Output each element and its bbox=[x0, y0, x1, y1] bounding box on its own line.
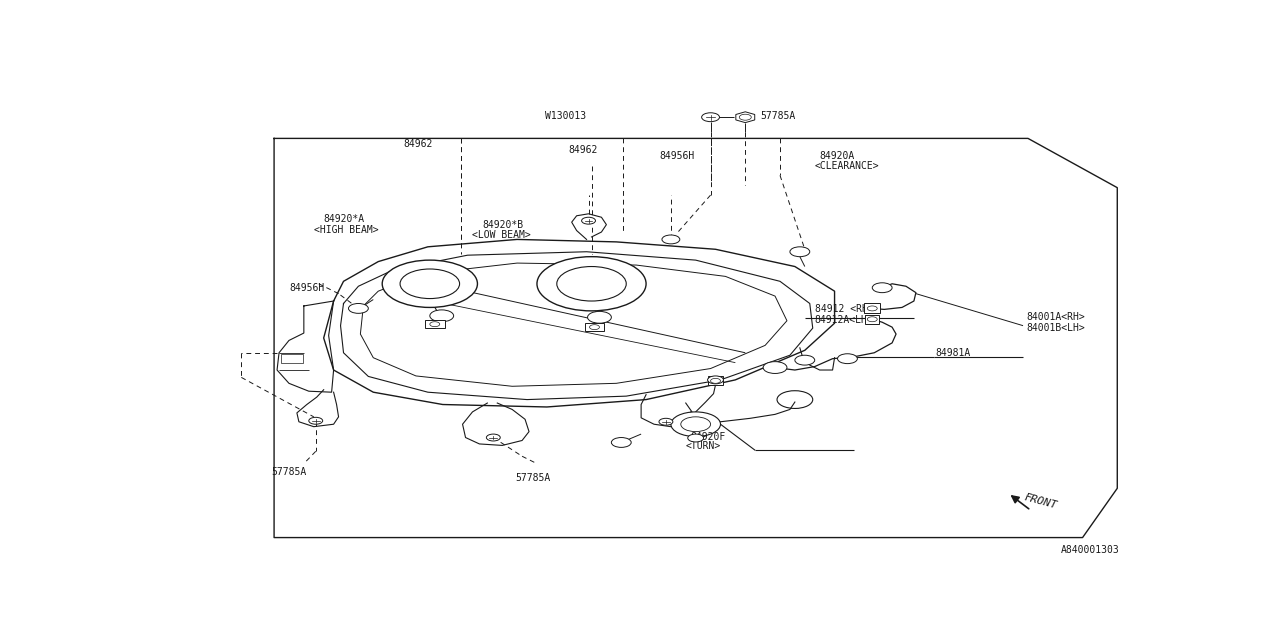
Circle shape bbox=[708, 376, 723, 384]
Text: 84001B<LH>: 84001B<LH> bbox=[1027, 323, 1084, 333]
Circle shape bbox=[659, 419, 673, 425]
Circle shape bbox=[383, 260, 477, 307]
Text: 84912A<LH>: 84912A<LH> bbox=[815, 315, 873, 324]
Circle shape bbox=[790, 247, 810, 257]
Circle shape bbox=[837, 354, 858, 364]
Circle shape bbox=[681, 417, 710, 431]
Circle shape bbox=[687, 434, 704, 442]
Text: W130013: W130013 bbox=[545, 111, 586, 121]
Circle shape bbox=[701, 113, 719, 122]
FancyBboxPatch shape bbox=[585, 323, 604, 331]
FancyBboxPatch shape bbox=[708, 376, 723, 385]
FancyBboxPatch shape bbox=[282, 354, 303, 363]
Text: 84920A: 84920A bbox=[819, 150, 855, 161]
Circle shape bbox=[486, 434, 500, 441]
Circle shape bbox=[868, 306, 877, 311]
Circle shape bbox=[430, 322, 440, 326]
Text: <TURN>: <TURN> bbox=[686, 442, 721, 451]
Circle shape bbox=[590, 324, 599, 330]
Text: 84956H: 84956H bbox=[289, 283, 324, 292]
Circle shape bbox=[868, 317, 877, 322]
Circle shape bbox=[430, 310, 453, 322]
Text: 84962: 84962 bbox=[403, 140, 433, 149]
Circle shape bbox=[538, 257, 646, 311]
Circle shape bbox=[777, 390, 813, 408]
Polygon shape bbox=[736, 112, 755, 123]
Circle shape bbox=[740, 114, 751, 120]
Text: 57785A: 57785A bbox=[760, 111, 795, 121]
Text: 57785A: 57785A bbox=[515, 474, 550, 483]
Circle shape bbox=[763, 362, 787, 374]
Text: 84001A<RH>: 84001A<RH> bbox=[1027, 312, 1084, 323]
FancyBboxPatch shape bbox=[425, 321, 444, 328]
Circle shape bbox=[612, 438, 631, 447]
Text: <CLEARANCE>: <CLEARANCE> bbox=[815, 161, 879, 172]
Circle shape bbox=[557, 266, 626, 301]
Text: 84920F: 84920F bbox=[691, 431, 726, 442]
Text: A840001303: A840001303 bbox=[1061, 545, 1119, 555]
Text: 84920*B: 84920*B bbox=[483, 220, 524, 230]
Circle shape bbox=[795, 355, 815, 365]
FancyBboxPatch shape bbox=[865, 315, 879, 324]
Text: 84962: 84962 bbox=[568, 145, 598, 155]
Circle shape bbox=[401, 269, 460, 298]
Circle shape bbox=[581, 217, 595, 224]
Circle shape bbox=[671, 412, 721, 436]
Text: FRONT: FRONT bbox=[1023, 492, 1059, 511]
Circle shape bbox=[308, 417, 323, 424]
Circle shape bbox=[872, 283, 892, 292]
Text: <LOW BEAM>: <LOW BEAM> bbox=[472, 230, 531, 241]
Circle shape bbox=[348, 303, 369, 314]
Circle shape bbox=[662, 235, 680, 244]
Text: 84981A: 84981A bbox=[936, 348, 972, 358]
Text: 84920*A: 84920*A bbox=[324, 214, 365, 224]
Text: <HIGH BEAM>: <HIGH BEAM> bbox=[314, 225, 379, 235]
Text: 84912 <RH>: 84912 <RH> bbox=[815, 305, 873, 314]
Circle shape bbox=[588, 312, 612, 323]
Text: 57785A: 57785A bbox=[271, 467, 306, 477]
FancyBboxPatch shape bbox=[864, 303, 881, 314]
Text: 84956H: 84956H bbox=[659, 150, 694, 161]
Circle shape bbox=[710, 378, 721, 383]
